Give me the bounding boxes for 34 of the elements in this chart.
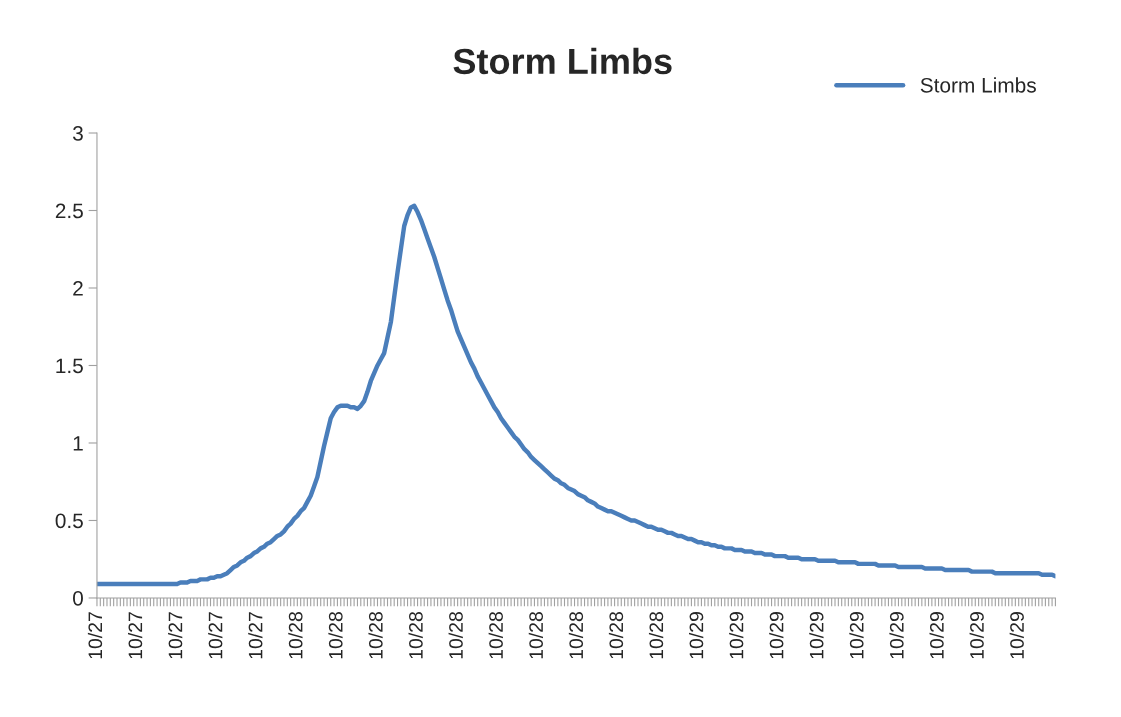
y-tick-label: 0.5 <box>55 513 83 529</box>
x-tick-label: 10/29 <box>809 612 824 659</box>
x-tick-label: 10/28 <box>288 612 303 659</box>
x-tick-label: 10/29 <box>769 612 784 659</box>
x-tick-label: 10/29 <box>729 612 744 659</box>
x-tick-label: 10/28 <box>568 612 584 659</box>
x-tick-label: 10/29 <box>849 612 864 659</box>
x-tick-label: 10/28 <box>448 612 463 659</box>
x-tick-label: 10/28 <box>608 612 624 659</box>
x-tick-label: 10/28 <box>328 612 343 659</box>
x-tick-label: 10/29 <box>969 612 984 659</box>
x-tick-label: 10/29 <box>929 612 944 659</box>
x-tick-label: 10/28 <box>408 612 423 659</box>
x-tick-label: 10/29 <box>1009 612 1024 659</box>
x-tick-label: 10/27 <box>248 612 263 659</box>
x-tick-label: 10/29 <box>689 612 704 659</box>
chart-title: Storm Limbs <box>453 47 672 75</box>
x-tick-label: 10/28 <box>648 612 664 659</box>
y-tick-label: 1.5 <box>56 358 83 374</box>
y-tick-label: 2.5 <box>55 203 83 219</box>
y-tick-label: 2 <box>73 281 83 296</box>
y-tick-label: 1 <box>73 436 83 451</box>
y-tick-label: 0 <box>73 590 83 606</box>
x-tick-label: 10/27 <box>87 612 103 659</box>
legend-label: Storm Limbs <box>920 77 1036 93</box>
x-tick-label: 10/28 <box>528 612 544 659</box>
x-tick-label: 10/27 <box>127 612 143 659</box>
x-tick-label: 10/28 <box>488 612 503 659</box>
x-tick-label: 10/27 <box>168 612 183 659</box>
x-tick-label: 10/29 <box>889 612 904 659</box>
line-series <box>96 203 1056 587</box>
y-tick-label: 3 <box>72 126 83 141</box>
x-tick-label: 10/28 <box>368 612 383 659</box>
x-tick-label: 10/27 <box>208 612 223 659</box>
